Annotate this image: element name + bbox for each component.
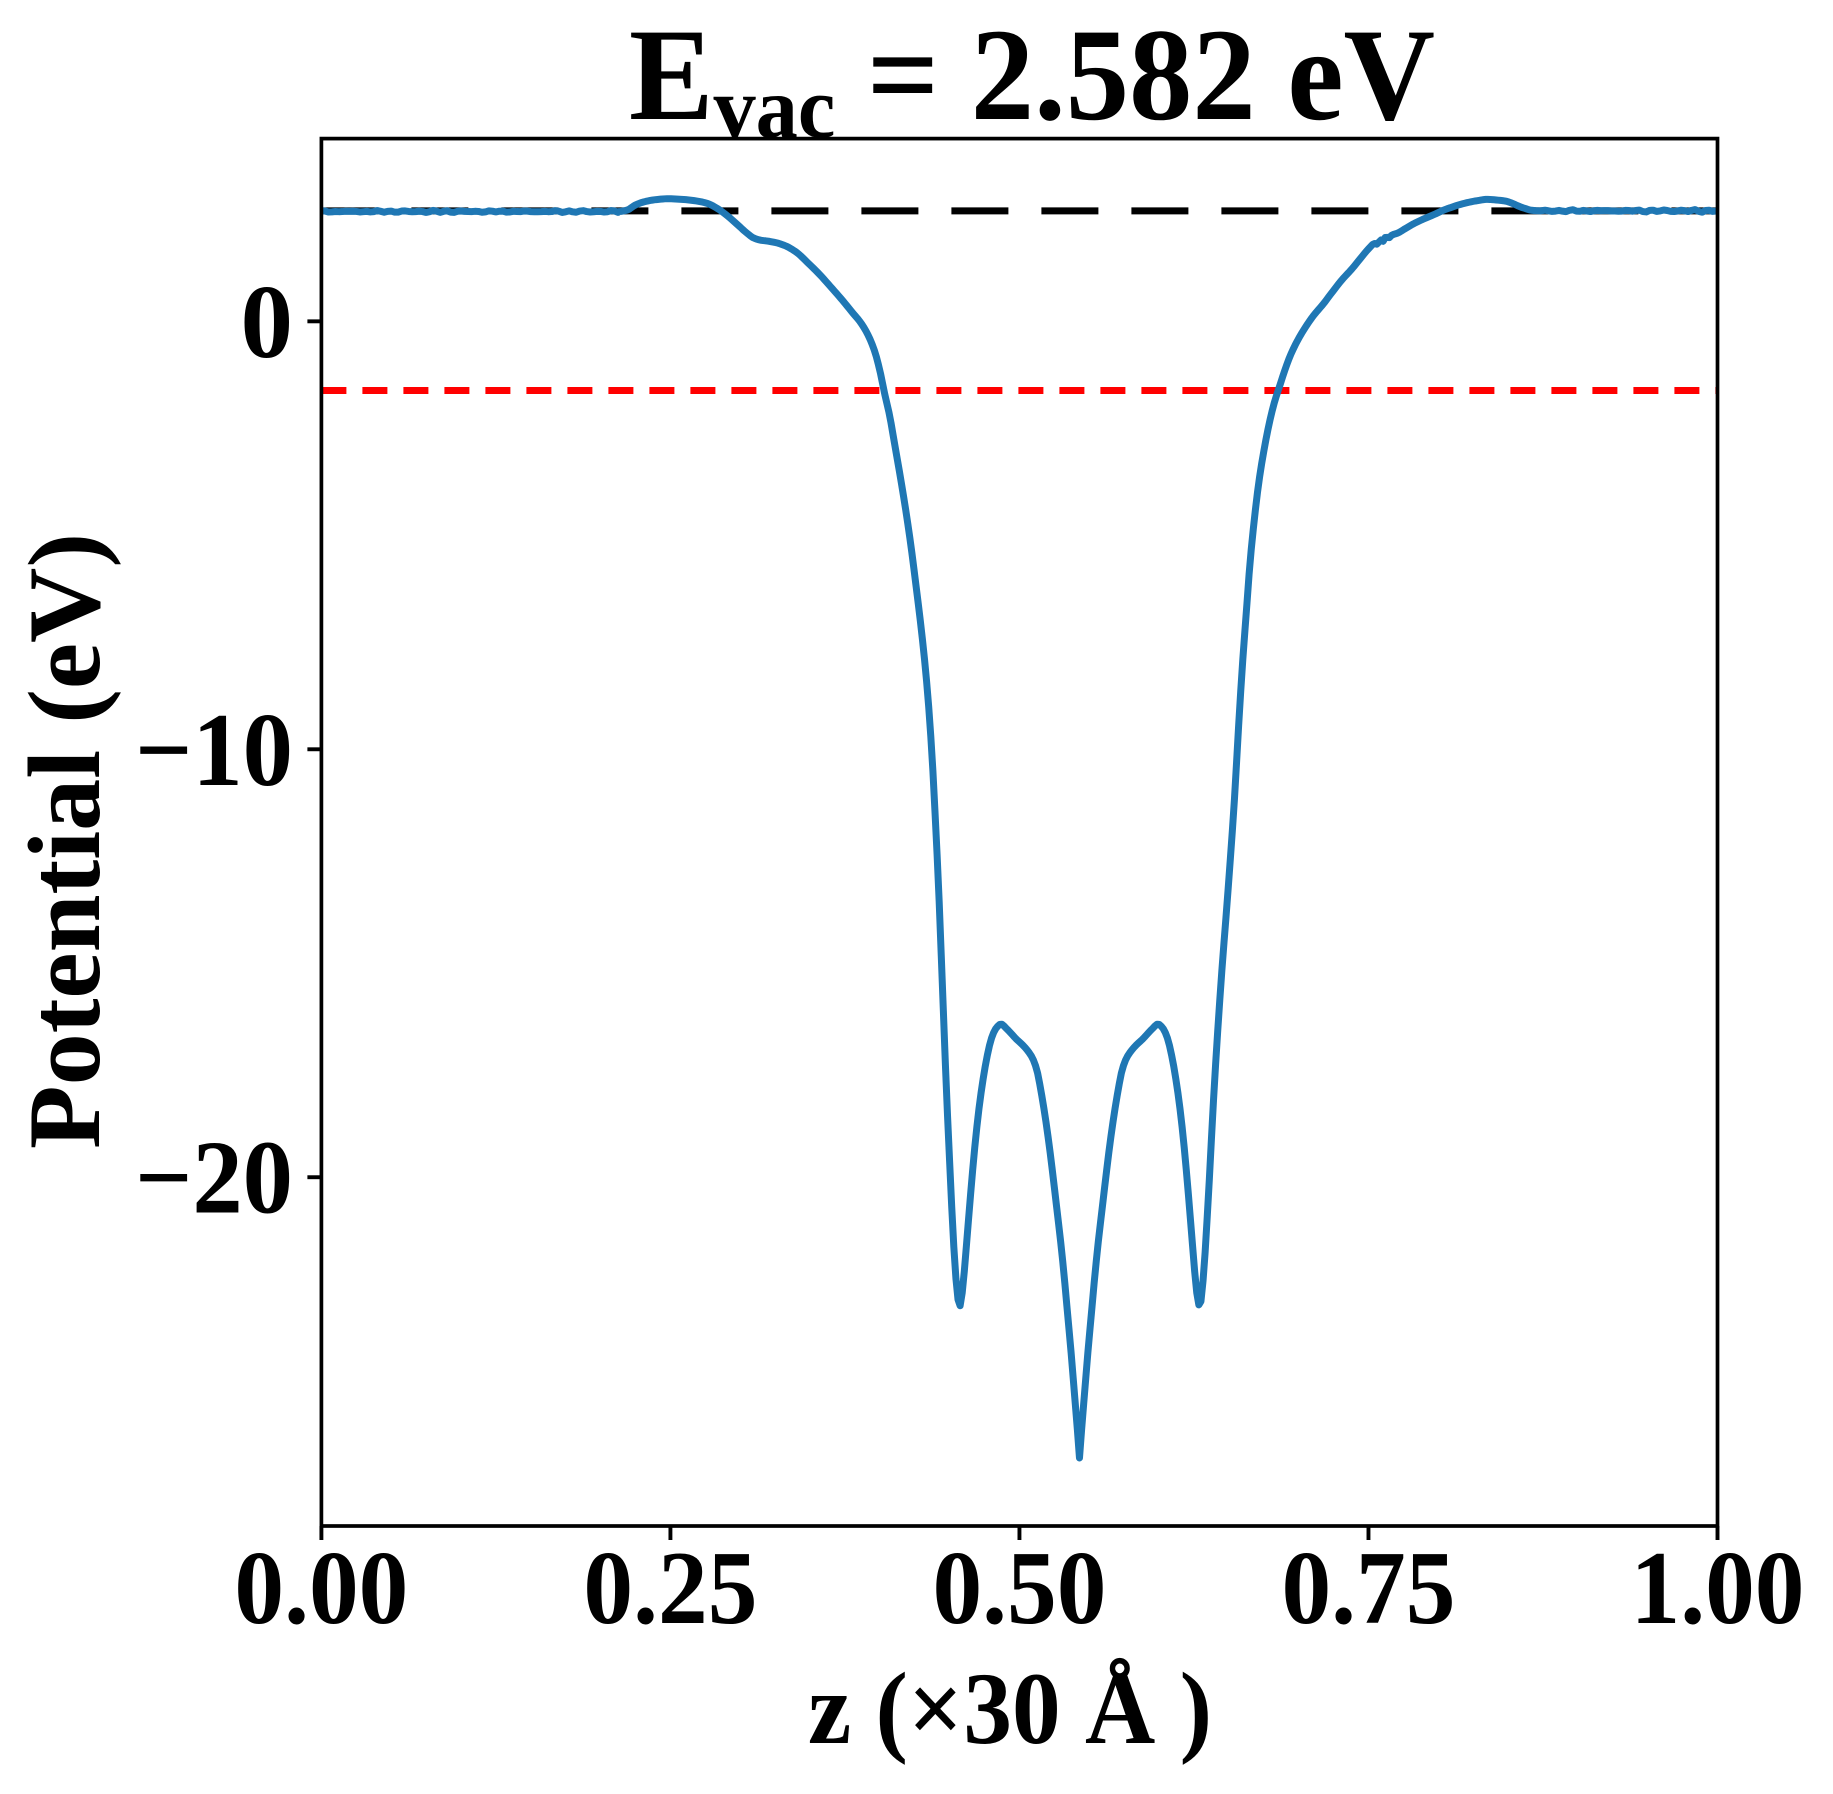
title-main: E bbox=[629, 1, 713, 148]
y-tick-label-−10: −10 bbox=[135, 691, 293, 808]
y-axis-label: Potential (eV) bbox=[8, 533, 122, 1149]
title-rest: = 2.582 eV bbox=[835, 1, 1435, 148]
chart-title: Evac = 2.582 eV bbox=[629, 1, 1435, 157]
y-axis-ticks bbox=[307, 319, 322, 1180]
x-tick-label-1.00: 1.00 bbox=[1631, 1529, 1805, 1646]
potential-curve bbox=[321, 195, 1720, 1462]
y-tick-label-0: 0 bbox=[241, 263, 294, 380]
x-axis-tick-labels: 0.00 0.25 0.50 0.75 1.00 bbox=[234, 1529, 1804, 1646]
title-subscript: vac bbox=[713, 60, 835, 157]
x-axis-ticks bbox=[319, 1526, 1720, 1540]
x-tick-label-0.00: 0.00 bbox=[234, 1529, 408, 1646]
x-tick-label-0.75: 0.75 bbox=[1281, 1529, 1455, 1646]
x-tick-label-0.50: 0.50 bbox=[932, 1529, 1106, 1646]
y-tick-label-−20: −20 bbox=[135, 1119, 293, 1236]
x-axis-label: z (×30 Å ) bbox=[808, 1652, 1212, 1766]
y-axis-tick-labels: 0 −10 −20 bbox=[135, 263, 293, 1236]
axes-spines bbox=[319, 136, 1720, 1528]
x-tick-label-0.25: 0.25 bbox=[583, 1529, 757, 1646]
